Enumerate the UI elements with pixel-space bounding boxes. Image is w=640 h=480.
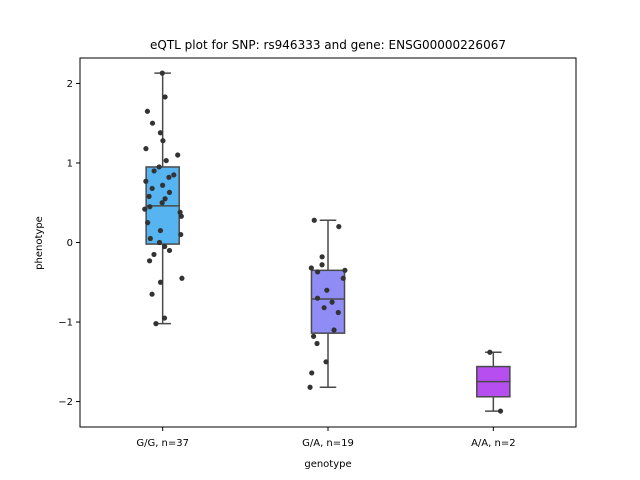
- data-point: [156, 164, 162, 170]
- data-point: [162, 94, 168, 100]
- data-point: [308, 265, 314, 271]
- data-point: [315, 269, 321, 275]
- data-point: [161, 315, 168, 321]
- data-point: [157, 279, 164, 285]
- data-point: [159, 200, 165, 206]
- y-tick-label: −1: [58, 318, 73, 329]
- data-point: [159, 70, 165, 76]
- y-axis-label: phenotype: [34, 216, 45, 270]
- data-point: [143, 178, 149, 184]
- y-tick-label: −2: [58, 397, 73, 408]
- data-point: [321, 305, 327, 311]
- data-point: [323, 359, 329, 365]
- data-point: [314, 340, 320, 347]
- data-point: [149, 120, 156, 126]
- y-tick-label: 1: [67, 158, 73, 169]
- data-point: [177, 209, 183, 215]
- data-point: [178, 213, 184, 219]
- data-point: [160, 182, 166, 188]
- chart-title: eQTL plot for SNP: rs946333 and gene: EN…: [150, 38, 506, 52]
- y-tick-label: 0: [67, 238, 73, 249]
- data-point: [144, 108, 151, 114]
- data-point: [157, 227, 164, 234]
- box-body: [310, 269, 346, 334]
- data-point: [160, 138, 166, 144]
- data-point: [311, 217, 317, 223]
- data-point: [156, 239, 163, 246]
- data-point: [497, 408, 504, 414]
- data-point: [146, 258, 153, 264]
- x-axis: G/G, n=37 G/A, n=19 A/A, n=2: [136, 427, 516, 449]
- data-point: [178, 231, 184, 238]
- y-tick-label: 2: [67, 79, 73, 90]
- data-point: [166, 247, 173, 254]
- data-point: [487, 349, 493, 355]
- y-axis: −2 −1 0 1 2: [58, 79, 80, 408]
- data-point: [329, 299, 335, 305]
- data-point: [151, 251, 157, 258]
- x-tick-label: A/A, n=2: [471, 438, 516, 449]
- data-point: [314, 295, 321, 301]
- data-point: [307, 384, 313, 390]
- x-tick-label: G/A, n=19: [302, 438, 354, 449]
- data-point: [324, 287, 330, 293]
- data-point: [142, 206, 148, 212]
- data-point: [319, 262, 325, 268]
- data-point: [149, 185, 155, 192]
- data-point: [162, 196, 168, 202]
- data-point: [166, 189, 173, 195]
- data-point: [335, 309, 341, 316]
- data-point: [331, 327, 337, 333]
- data-point: [340, 275, 346, 281]
- data-point: [336, 223, 342, 230]
- data-point: [163, 157, 169, 164]
- data-point: [153, 321, 159, 327]
- data-point: [309, 370, 315, 376]
- data-point: [175, 152, 181, 158]
- data-point: [147, 235, 153, 242]
- points-layer: [142, 70, 504, 414]
- x-tick-label: G/G, n=37: [136, 438, 189, 449]
- data-point: [146, 193, 152, 199]
- data-point: [319, 254, 325, 260]
- data-point: [171, 172, 177, 178]
- data-point: [151, 168, 157, 174]
- data-point: [147, 204, 153, 210]
- data-point: [149, 291, 155, 297]
- data-point: [179, 275, 185, 281]
- data-point: [162, 243, 168, 250]
- data-point: [342, 267, 348, 273]
- data-point: [310, 333, 317, 339]
- data-point: [145, 220, 151, 226]
- data-point: [166, 174, 172, 180]
- data-point: [157, 130, 164, 136]
- data-point: [143, 146, 149, 152]
- x-axis-label: genotype: [304, 459, 351, 470]
